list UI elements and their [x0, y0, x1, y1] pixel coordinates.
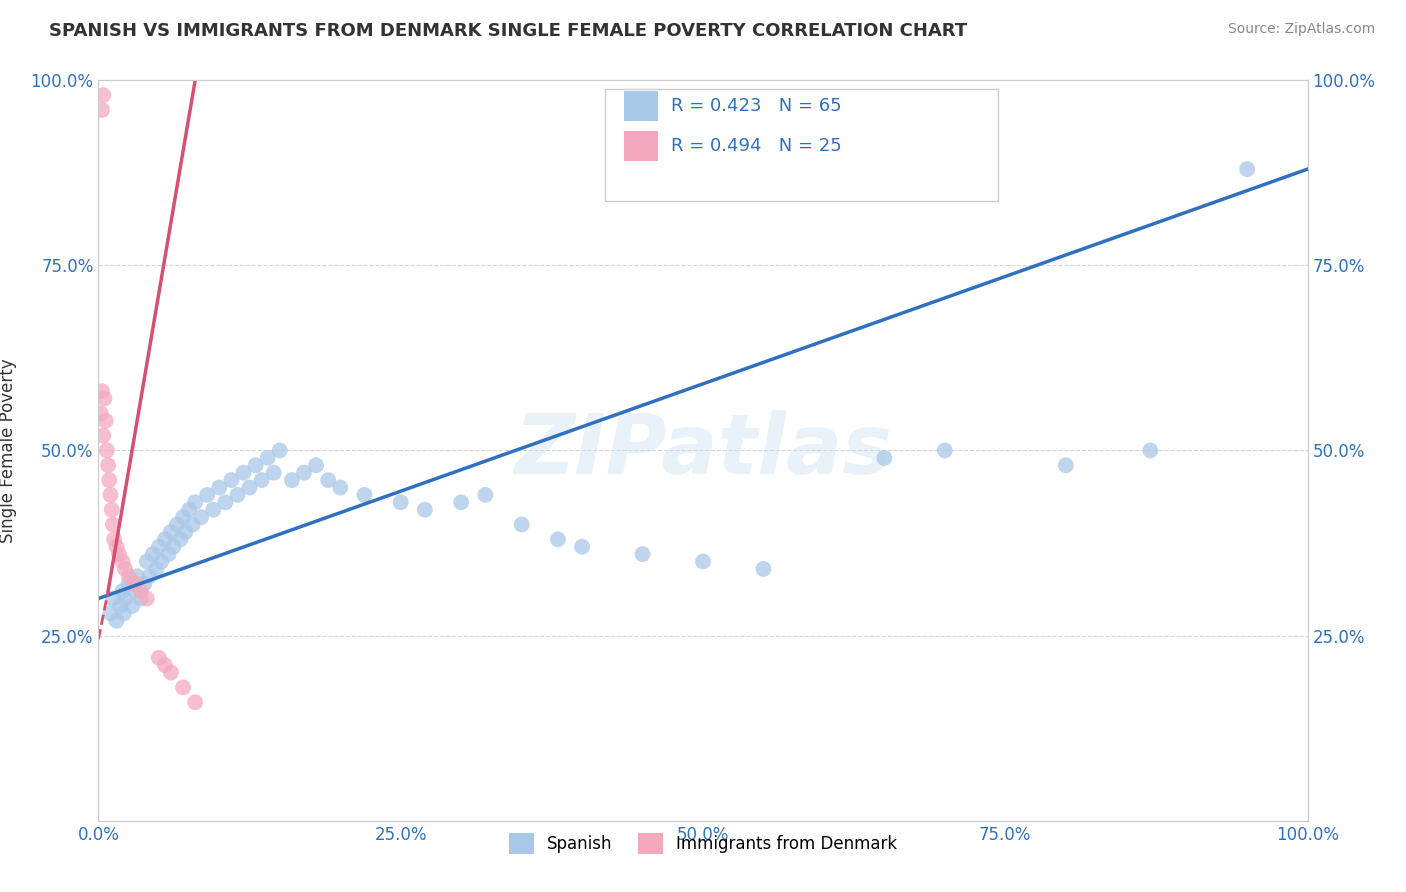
Immigrants from Denmark: [100, 488, 122, 502]
Spanish: [389, 495, 412, 509]
Spanish: [413, 502, 436, 516]
Spanish: [172, 510, 194, 524]
Spanish: [105, 614, 128, 628]
Spanish: [239, 481, 262, 495]
Spanish: [263, 466, 285, 480]
Immigrants from Denmark: [90, 407, 112, 421]
Spanish: [934, 443, 956, 458]
Spanish: [179, 502, 201, 516]
Y-axis label: Single Female Poverty: Single Female Poverty: [0, 359, 17, 542]
Immigrants from Denmark: [135, 591, 157, 606]
Spanish: [169, 533, 191, 547]
Spanish: [134, 576, 156, 591]
Spanish: [1054, 458, 1077, 473]
Spanish: [316, 473, 339, 487]
Spanish: [100, 607, 122, 621]
Spanish: [305, 458, 328, 473]
Text: R = 0.494   N = 25: R = 0.494 N = 25: [671, 137, 841, 155]
Spanish: [873, 450, 896, 465]
Spanish: [135, 555, 157, 569]
Spanish: [450, 495, 472, 509]
Spanish: [221, 473, 243, 487]
Spanish: [127, 569, 149, 583]
Spanish: [692, 555, 714, 569]
Text: ZIPatlas: ZIPatlas: [515, 410, 891, 491]
Spanish: [114, 591, 136, 606]
Spanish: [474, 488, 496, 502]
Spanish: [118, 576, 141, 591]
Immigrants from Denmark: [91, 428, 114, 442]
Immigrants from Denmark: [103, 533, 125, 547]
Immigrants from Denmark: [101, 517, 124, 532]
Immigrants from Denmark: [111, 555, 134, 569]
Spanish: [145, 562, 167, 576]
Immigrants from Denmark: [114, 562, 136, 576]
Immigrants from Denmark: [94, 414, 117, 428]
Spanish: [138, 569, 160, 583]
Spanish: [190, 510, 212, 524]
Point: [91, 103, 114, 117]
Spanish: [153, 533, 176, 547]
Immigrants from Denmark: [172, 681, 194, 695]
Immigrants from Denmark: [96, 443, 118, 458]
Spanish: [631, 547, 654, 561]
Spanish: [129, 591, 152, 606]
Spanish: [1236, 162, 1258, 177]
Immigrants from Denmark: [105, 540, 128, 554]
Spanish: [214, 495, 236, 509]
Spanish: [269, 443, 291, 458]
Immigrants from Denmark: [100, 502, 122, 516]
Spanish: [256, 450, 278, 465]
Spanish: [142, 547, 165, 561]
Spanish: [353, 488, 375, 502]
Spanish: [112, 607, 135, 621]
Spanish: [166, 517, 188, 532]
Spanish: [510, 517, 533, 532]
Spanish: [181, 517, 204, 532]
Spanish: [150, 555, 173, 569]
Immigrants from Denmark: [148, 650, 170, 665]
Immigrants from Denmark: [97, 458, 120, 473]
Immigrants from Denmark: [91, 384, 114, 399]
Spanish: [124, 584, 146, 599]
Spanish: [752, 562, 775, 576]
Spanish: [202, 502, 225, 516]
Spanish: [195, 488, 218, 502]
Spanish: [1139, 443, 1161, 458]
Immigrants from Denmark: [160, 665, 183, 680]
Immigrants from Denmark: [153, 658, 176, 673]
Spanish: [208, 481, 231, 495]
Spanish: [547, 533, 569, 547]
Legend: Spanish, Immigrants from Denmark: Spanish, Immigrants from Denmark: [502, 827, 904, 861]
Spanish: [292, 466, 315, 480]
Spanish: [174, 524, 197, 539]
Spanish: [101, 591, 124, 606]
Spanish: [108, 599, 131, 613]
Immigrants from Denmark: [108, 547, 131, 561]
Spanish: [329, 481, 352, 495]
Spanish: [111, 584, 134, 599]
Immigrants from Denmark: [184, 695, 207, 709]
Spanish: [571, 540, 593, 554]
Spanish: [232, 466, 254, 480]
Spanish: [121, 599, 143, 613]
Spanish: [157, 547, 180, 561]
Immigrants from Denmark: [129, 584, 152, 599]
Immigrants from Denmark: [118, 569, 141, 583]
Spanish: [184, 495, 207, 509]
Spanish: [250, 473, 273, 487]
Spanish: [160, 524, 183, 539]
Text: Source: ZipAtlas.com: Source: ZipAtlas.com: [1227, 22, 1375, 37]
Spanish: [281, 473, 304, 487]
Text: R = 0.423   N = 65: R = 0.423 N = 65: [671, 97, 841, 115]
Immigrants from Denmark: [98, 473, 121, 487]
Point: [91, 88, 114, 103]
Immigrants from Denmark: [124, 576, 146, 591]
Spanish: [226, 488, 249, 502]
Immigrants from Denmark: [93, 392, 115, 406]
Text: SPANISH VS IMMIGRANTS FROM DENMARK SINGLE FEMALE POVERTY CORRELATION CHART: SPANISH VS IMMIGRANTS FROM DENMARK SINGL…: [49, 22, 967, 40]
Spanish: [245, 458, 267, 473]
Spanish: [148, 540, 170, 554]
Spanish: [162, 540, 184, 554]
